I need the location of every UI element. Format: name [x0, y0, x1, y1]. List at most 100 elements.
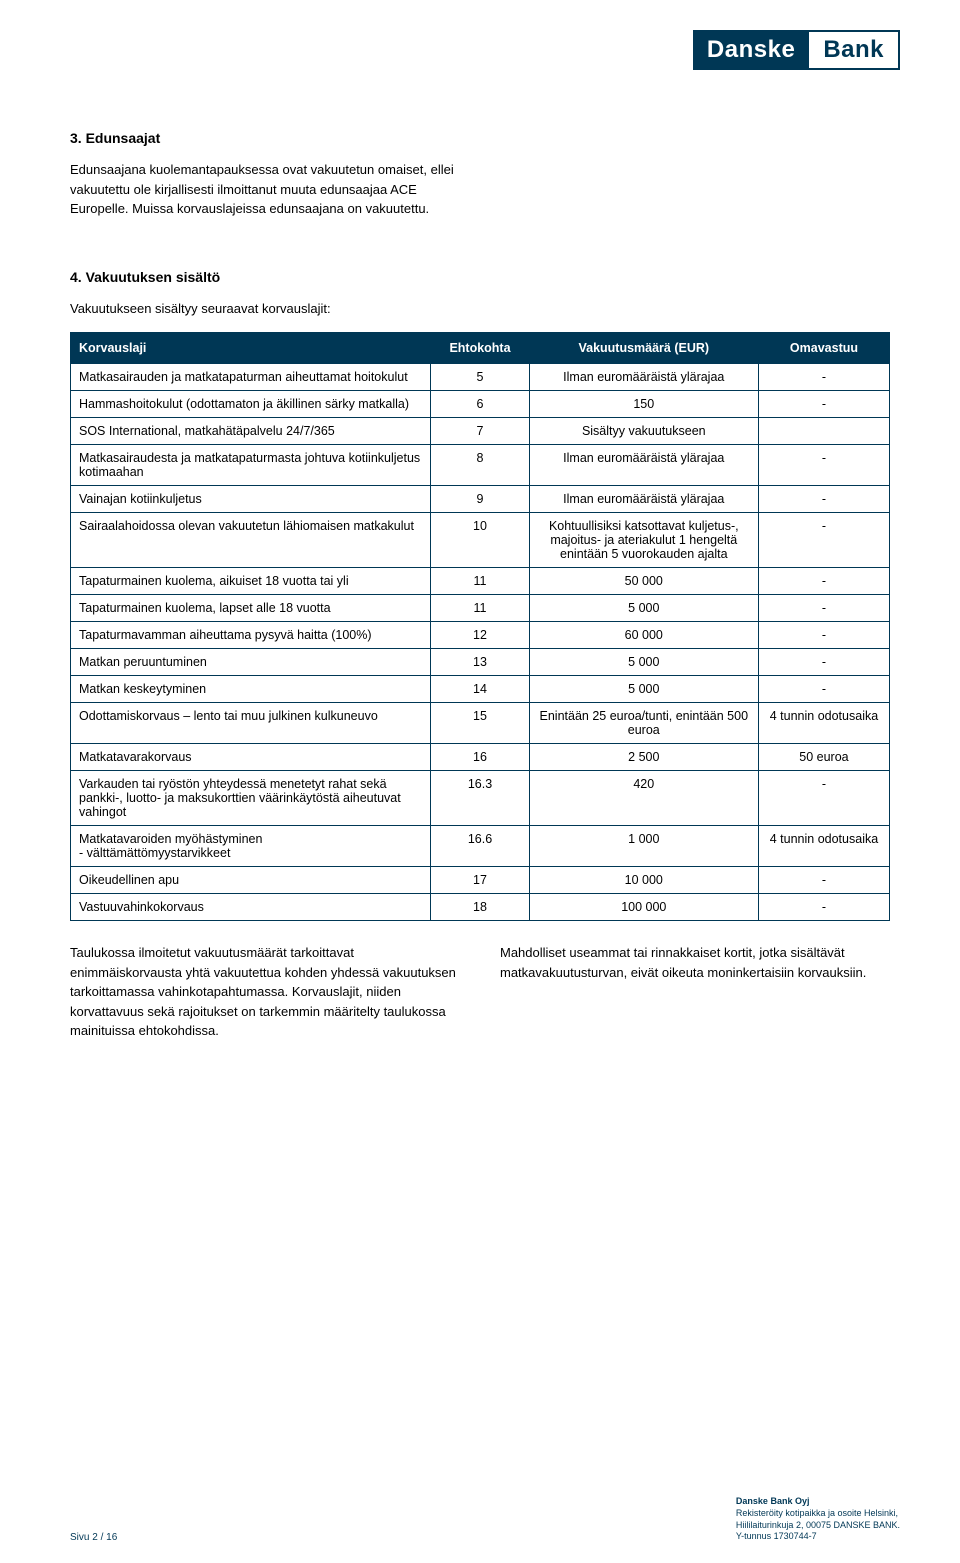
table-cell: 16	[431, 744, 529, 771]
table-cell: Matkatavarakorvaus	[71, 744, 431, 771]
table-cell: -	[758, 649, 889, 676]
table-cell: Vastuuvahinkokorvaus	[71, 894, 431, 921]
table-cell: -	[758, 568, 889, 595]
section-3-body: Edunsaajana kuolemantapauksessa ovat vak…	[70, 160, 470, 219]
table-cell: -	[758, 595, 889, 622]
table-row: SOS International, matkahätäpalvelu 24/7…	[71, 418, 890, 445]
table-cell: 17	[431, 867, 529, 894]
table-cell: -	[758, 622, 889, 649]
coverage-table: Korvauslaji Ehtokohta Vakuutusmäärä (EUR…	[70, 332, 890, 921]
table-row: Tapaturmainen kuolema, aikuiset 18 vuott…	[71, 568, 890, 595]
table-row: Matkatavarakorvaus162 50050 euroa	[71, 744, 890, 771]
table-cell: 9	[431, 486, 529, 513]
table-cell: Tapaturmainen kuolema, lapset alle 18 vu…	[71, 595, 431, 622]
table-cell: 6	[431, 391, 529, 418]
table-cell: Matkasairauden ja matkatapaturman aiheut…	[71, 364, 431, 391]
table-cell: Matkan keskeytyminen	[71, 676, 431, 703]
table-cell: 5 000	[529, 649, 758, 676]
table-cell: Ilman euromääräistä ylärajaa	[529, 486, 758, 513]
table-cell: 12	[431, 622, 529, 649]
footer: Sivu 2 / 16 Danske Bank Oyj Rekisteröity…	[70, 1496, 900, 1543]
table-cell: 5 000	[529, 595, 758, 622]
table-row: Vastuuvahinkokorvaus18100 000-	[71, 894, 890, 921]
table-cell: Tapaturmainen kuolema, aikuiset 18 vuott…	[71, 568, 431, 595]
table-row: Tapaturmavamman aiheuttama pysyvä haitta…	[71, 622, 890, 649]
logo-danske: Danske	[693, 30, 809, 70]
table-cell: -	[758, 867, 889, 894]
table-cell: Ilman euromääräistä ylärajaa	[529, 364, 758, 391]
table-cell: -	[758, 894, 889, 921]
table-cell: Matkatavaroiden myöhästyminen - välttämä…	[71, 826, 431, 867]
table-cell: 420	[529, 771, 758, 826]
table-cell: Tapaturmavamman aiheuttama pysyvä haitta…	[71, 622, 431, 649]
section-3-heading: 3. Edunsaajat	[70, 130, 890, 146]
section-4-intro: Vakuutukseen sisältyy seuraavat korvausl…	[70, 299, 470, 319]
table-cell: Hammashoitokulut (odottamaton ja äkillin…	[71, 391, 431, 418]
table-cell: Enintään 25 euroa/tunti, enintään 500 eu…	[529, 703, 758, 744]
table-cell: 16.6	[431, 826, 529, 867]
logo: Danske Bank	[693, 30, 900, 70]
table-cell: 14	[431, 676, 529, 703]
table-row: Vainajan kotiinkuljetus9Ilman euromääräi…	[71, 486, 890, 513]
footer-page-number: Sivu 2 / 16	[70, 1532, 117, 1543]
table-cell: 4 tunnin odotusaika	[758, 826, 889, 867]
table-row: Sairaalahoidossa olevan vakuutetun lähio…	[71, 513, 890, 568]
table-cell: Varkauden tai ryöstön yhteydessä menetet…	[71, 771, 431, 826]
table-cell: Sairaalahoidossa olevan vakuutetun lähio…	[71, 513, 431, 568]
footer-line-2: Rekisteröity kotipaikka ja osoite Helsin…	[736, 1508, 900, 1520]
footer-company-info: Danske Bank Oyj Rekisteröity kotipaikka …	[736, 1496, 900, 1543]
table-cell: SOS International, matkahätäpalvelu 24/7…	[71, 418, 431, 445]
table-cell: -	[758, 771, 889, 826]
table-row: Varkauden tai ryöstön yhteydessä menetet…	[71, 771, 890, 826]
table-cell: 16.3	[431, 771, 529, 826]
table-cell: -	[758, 445, 889, 486]
table-header-row: Korvauslaji Ehtokohta Vakuutusmäärä (EUR…	[71, 333, 890, 364]
table-cell: Sisältyy vakuutukseen	[529, 418, 758, 445]
logo-bank: Bank	[809, 30, 900, 70]
table-row: Matkan peruuntuminen135 000-	[71, 649, 890, 676]
table-cell: 10 000	[529, 867, 758, 894]
table-cell: 60 000	[529, 622, 758, 649]
table-cell: 50 euroa	[758, 744, 889, 771]
table-cell: 13	[431, 649, 529, 676]
section-4-heading: 4. Vakuutuksen sisältö	[70, 269, 890, 285]
table-row: Odottamiskorvaus – lento tai muu julkine…	[71, 703, 890, 744]
table-cell: -	[758, 364, 889, 391]
footer-line-1: Danske Bank Oyj	[736, 1496, 900, 1508]
below-table-columns: Taulukossa ilmoitetut vakuutusmäärät tar…	[70, 943, 890, 1055]
header-korvauslaji: Korvauslaji	[71, 333, 431, 364]
table-cell: 100 000	[529, 894, 758, 921]
table-cell: 11	[431, 568, 529, 595]
table-row: Matkatavaroiden myöhästyminen - välttämä…	[71, 826, 890, 867]
table-cell: -	[758, 513, 889, 568]
header-ehtokohta: Ehtokohta	[431, 333, 529, 364]
table-cell: 10	[431, 513, 529, 568]
table-cell: Matkan peruuntuminen	[71, 649, 431, 676]
table-cell: -	[758, 391, 889, 418]
table-cell: 5	[431, 364, 529, 391]
table-cell: 5 000	[529, 676, 758, 703]
table-row: Matkan keskeytyminen145 000-	[71, 676, 890, 703]
table-cell: 50 000	[529, 568, 758, 595]
table-cell: 15	[431, 703, 529, 744]
header-vakuutusmaara: Vakuutusmäärä (EUR)	[529, 333, 758, 364]
table-cell: Odottamiskorvaus – lento tai muu julkine…	[71, 703, 431, 744]
table-cell: 18	[431, 894, 529, 921]
table-cell: 8	[431, 445, 529, 486]
table-cell: Matkasairaudesta ja matkatapaturmasta jo…	[71, 445, 431, 486]
table-cell: 1 000	[529, 826, 758, 867]
footer-line-3: Hiililaiturinkuja 2, 00075 DANSKE BANK.	[736, 1520, 900, 1532]
table-cell: 11	[431, 595, 529, 622]
table-cell: 4 tunnin odotusaika	[758, 703, 889, 744]
table-row: Oikeudellinen apu1710 000-	[71, 867, 890, 894]
below-table-right: Mahdolliset useammat tai rinnakkaiset ko…	[500, 943, 890, 982]
table-cell: Oikeudellinen apu	[71, 867, 431, 894]
table-cell: Vainajan kotiinkuljetus	[71, 486, 431, 513]
table-cell	[758, 418, 889, 445]
table-cell: -	[758, 676, 889, 703]
table-row: Hammashoitokulut (odottamaton ja äkillin…	[71, 391, 890, 418]
table-cell: 150	[529, 391, 758, 418]
table-cell: Kohtuullisiksi katsottavat kuljetus-, ma…	[529, 513, 758, 568]
table-cell: 2 500	[529, 744, 758, 771]
below-table-left: Taulukossa ilmoitetut vakuutusmäärät tar…	[70, 943, 460, 1041]
